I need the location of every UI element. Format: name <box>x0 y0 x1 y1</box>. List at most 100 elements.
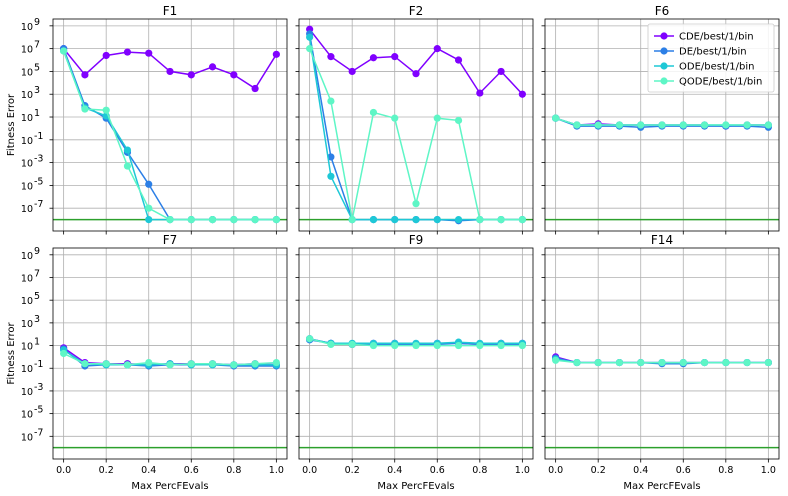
data-point <box>722 121 730 129</box>
data-point <box>369 54 378 62</box>
axes-frame <box>298 247 534 460</box>
data-point <box>700 358 709 367</box>
y-tick-exponent: 1 <box>34 337 40 348</box>
data-point <box>679 358 687 367</box>
data-point <box>497 216 505 224</box>
data-point <box>327 153 335 161</box>
data-point <box>166 67 174 76</box>
y-tick-exponent: -3 <box>34 382 43 393</box>
panel-title: F14 <box>651 233 673 247</box>
data-point <box>391 53 399 61</box>
y-tick-label: 10 <box>21 432 33 443</box>
y-tick-label: 10 <box>21 136 33 147</box>
data-point <box>412 70 420 78</box>
data-point <box>123 48 132 56</box>
y-tick-exponent: -1 <box>34 359 43 370</box>
data-point <box>722 358 730 367</box>
data-point <box>369 108 378 117</box>
data-point <box>391 216 399 224</box>
x-tick-label: 0.6 <box>676 465 691 476</box>
data-point <box>573 121 581 129</box>
data-point <box>102 360 110 368</box>
y-tick-exponent: 9 <box>34 246 40 257</box>
y-tick-label: 10 <box>21 22 33 33</box>
x-tick-label: 0.8 <box>718 465 733 476</box>
y-tick-exponent: 1 <box>34 108 40 119</box>
y-axis-label: Fitness Error <box>6 322 17 385</box>
y-tick-label: 10 <box>21 251 33 262</box>
panel-title: F7 <box>163 233 178 247</box>
data-point <box>764 358 772 367</box>
data-point <box>102 106 110 114</box>
y-tick-label: 10 <box>21 319 33 330</box>
data-point <box>166 361 174 369</box>
data-point <box>391 341 399 350</box>
data-point <box>327 53 335 61</box>
axes-frame <box>298 18 534 232</box>
panel-title: F6 <box>655 4 670 18</box>
data-point <box>637 121 645 129</box>
data-point <box>102 51 110 60</box>
data-point <box>552 114 560 122</box>
data-point <box>123 162 132 170</box>
y-tick-exponent: 9 <box>34 17 40 28</box>
data-point <box>454 341 463 350</box>
x-axis-label: Max PercFEvals <box>623 481 700 492</box>
y-tick-label: 10 <box>21 113 33 124</box>
y-tick-label: 10 <box>21 387 33 398</box>
y-tick-label: 10 <box>21 273 33 284</box>
data-point <box>476 341 484 350</box>
x-tick-label: 0.6 <box>430 465 445 476</box>
data-point <box>208 216 217 224</box>
data-point <box>123 146 132 154</box>
x-tick-label: 1.0 <box>515 465 530 476</box>
axes-frame <box>544 18 780 232</box>
data-point <box>369 341 378 350</box>
x-tick-label: 0.8 <box>472 465 487 476</box>
x-tick-label: 1.0 <box>761 465 776 476</box>
data-point <box>348 67 356 76</box>
y-tick-exponent: -5 <box>34 405 43 416</box>
data-point <box>476 89 484 97</box>
data-point <box>679 121 687 129</box>
axes-background <box>53 19 287 231</box>
y-axis-label: Fitness Error <box>6 93 17 156</box>
y-tick-exponent: -7 <box>34 199 43 210</box>
y-tick-label: 10 <box>21 296 33 307</box>
data-point <box>518 90 526 98</box>
legend-marker <box>660 47 668 55</box>
y-tick-label: 10 <box>21 342 33 353</box>
legend-label: ODE/best/1/bin <box>679 62 754 73</box>
data-point <box>348 340 356 349</box>
data-point <box>454 56 463 64</box>
x-tick-label: 0.4 <box>387 465 402 476</box>
data-point <box>518 341 526 350</box>
data-point <box>391 114 399 122</box>
data-point <box>552 356 560 364</box>
data-point <box>251 216 259 224</box>
axes-background <box>53 248 287 459</box>
data-point <box>272 50 280 58</box>
legend-label: QODE/best/1/bin <box>679 77 762 88</box>
y-tick-label: 10 <box>21 67 33 78</box>
data-point <box>230 361 238 369</box>
data-point <box>60 349 68 358</box>
x-tick-label: 0.2 <box>591 465 606 476</box>
data-point <box>594 121 602 129</box>
x-tick-label: 0.8 <box>226 465 241 476</box>
data-point <box>637 358 645 367</box>
x-tick-label: 0.2 <box>99 465 114 476</box>
y-tick-label: 10 <box>21 364 33 375</box>
data-point <box>327 97 335 105</box>
legend-label: CDE/best/1/bin <box>679 32 754 43</box>
data-point <box>166 216 174 224</box>
data-point <box>369 216 378 224</box>
data-point <box>615 121 624 129</box>
y-tick-exponent: -5 <box>34 176 43 187</box>
data-point <box>187 71 195 79</box>
axes-frame <box>544 247 780 460</box>
data-point <box>476 216 484 224</box>
data-point <box>412 200 420 208</box>
data-point <box>433 341 441 350</box>
y-tick-label: 10 <box>21 204 33 215</box>
